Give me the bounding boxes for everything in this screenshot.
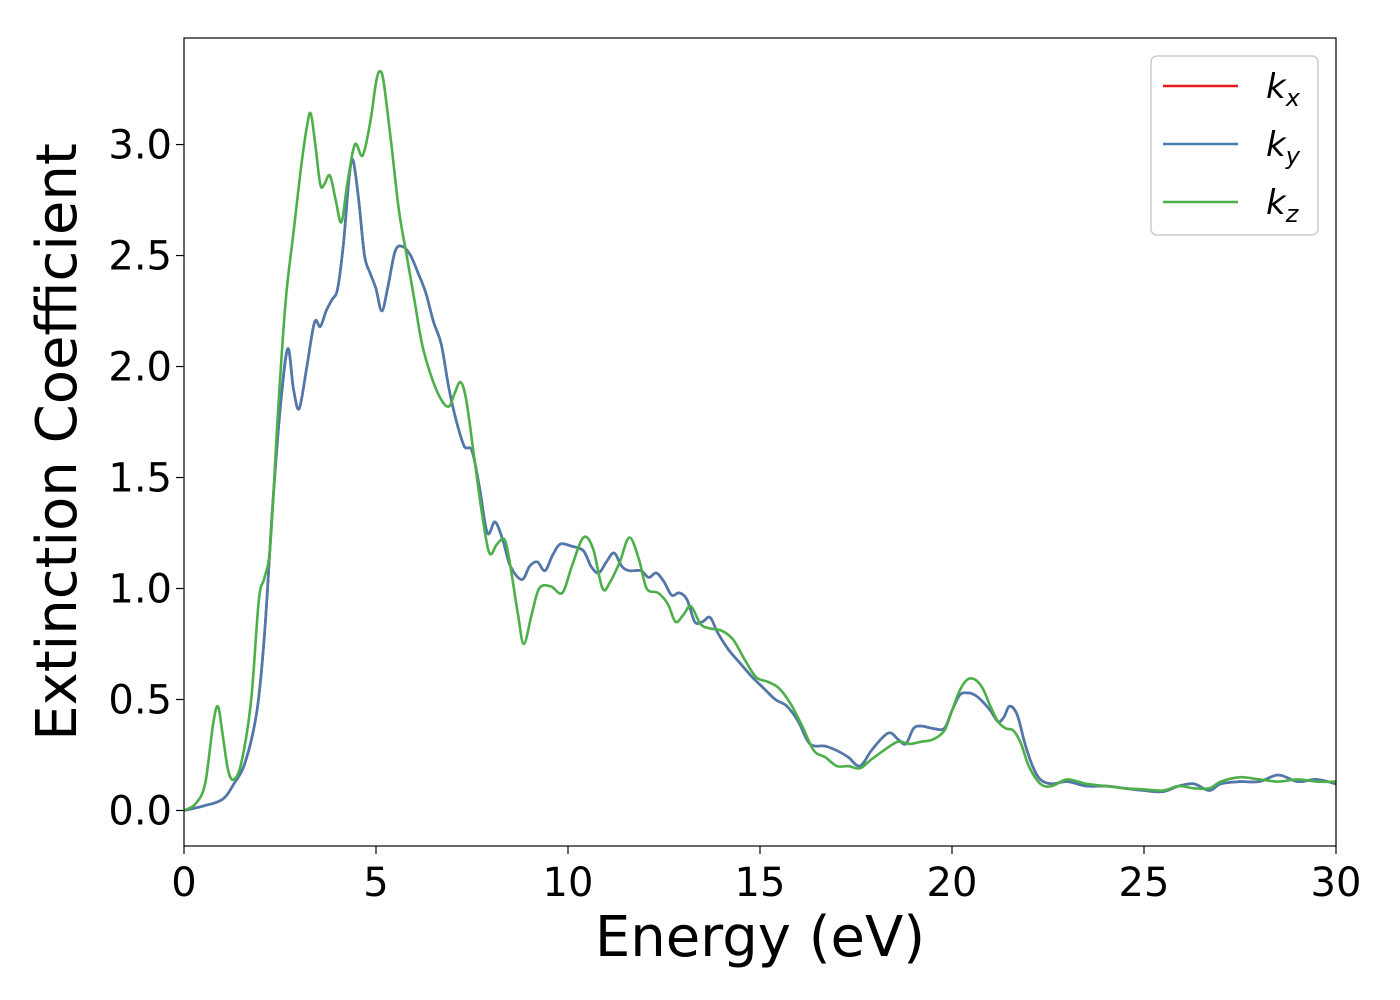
x-tick-label: 25 — [1119, 860, 1170, 906]
legend-box — [1150, 55, 1319, 236]
x-tick-label: 30 — [1311, 860, 1362, 906]
y-axis: 0.0 0.5 1.0 1.5 2.0 2.5 3.0 — [108, 123, 184, 834]
x-tick-label: 5 — [363, 860, 388, 906]
x-tick-label: 0 — [171, 860, 196, 906]
y-axis-title: Extinction Coefficient — [25, 143, 90, 741]
x-axis-title: Energy (eV) — [595, 905, 925, 970]
y-tick-label: 3.0 — [108, 123, 172, 169]
y-tick-label: 2.5 — [108, 234, 172, 280]
y-tick-label: 1.0 — [108, 567, 172, 613]
y-tick-label: 1.5 — [108, 456, 172, 502]
y-tick-label: 0.0 — [108, 788, 172, 834]
series-line-kz — [184, 69, 1336, 812]
y-tick-label: 0.5 — [108, 677, 172, 723]
x-tick-label: 10 — [543, 860, 594, 906]
x-axis: 0 5 10 15 20 25 30 — [171, 846, 1361, 906]
y-tick-label: 2.0 — [108, 345, 172, 391]
x-tick-label: 15 — [735, 860, 786, 906]
x-tick-label: 20 — [927, 860, 978, 906]
series-layer — [184, 69, 1336, 812]
